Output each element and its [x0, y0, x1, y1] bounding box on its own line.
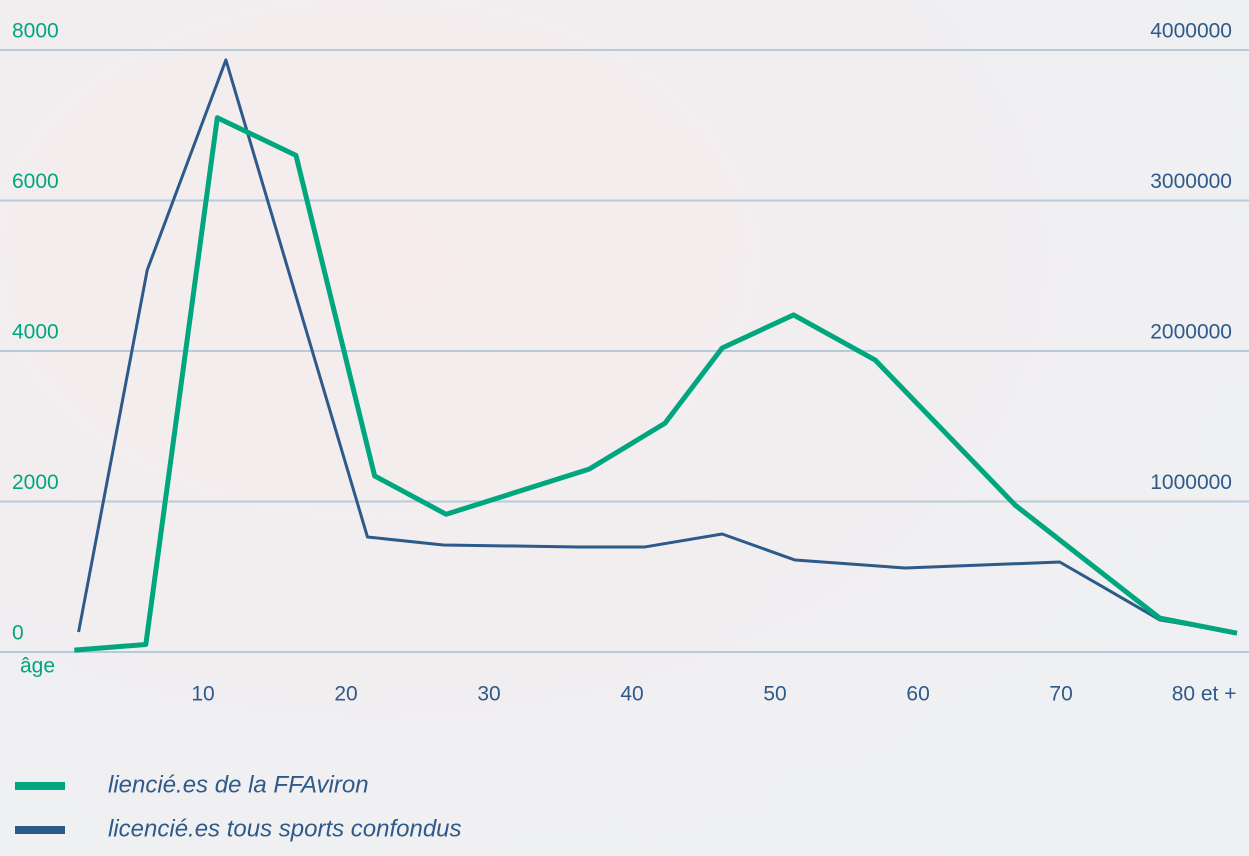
- x-tick-label: 70: [1049, 683, 1072, 706]
- x-tick-label: 40: [620, 683, 643, 706]
- legend-label: liencié.es de la FFAviron: [108, 771, 369, 798]
- y-tick-label: 2000: [12, 471, 59, 494]
- y-tick-label: 0: [12, 622, 24, 645]
- y2-tick-label: 1000000: [1150, 471, 1232, 494]
- x-tick-label: 60: [906, 683, 929, 706]
- legend-swatch: [15, 782, 65, 790]
- y-tick-label: 6000: [12, 170, 59, 193]
- legend-swatch: [15, 826, 65, 834]
- x-tick-label: 10: [191, 683, 214, 706]
- y2-tick-label: 2000000: [1150, 321, 1232, 344]
- legend-label: licencié.es tous sports confondus: [108, 815, 462, 842]
- y2-tick-label: 3000000: [1150, 170, 1232, 193]
- y2-tick-label: 4000000: [1150, 20, 1232, 43]
- x-tick-label: 50: [763, 683, 786, 706]
- background: [0, 0, 1249, 856]
- y-tick-label: 8000: [12, 20, 59, 43]
- x-tick-label: 20: [334, 683, 357, 706]
- y-tick-label: 4000: [12, 321, 59, 344]
- x-tick-label: 80 et +: [1172, 683, 1237, 706]
- x-tick-label: 30: [477, 683, 500, 706]
- x-axis-label: âge: [20, 655, 55, 678]
- chart: âge 0 2000 4000 6000 8000 1000000 2000000 30000…: [0, 0, 1249, 856]
